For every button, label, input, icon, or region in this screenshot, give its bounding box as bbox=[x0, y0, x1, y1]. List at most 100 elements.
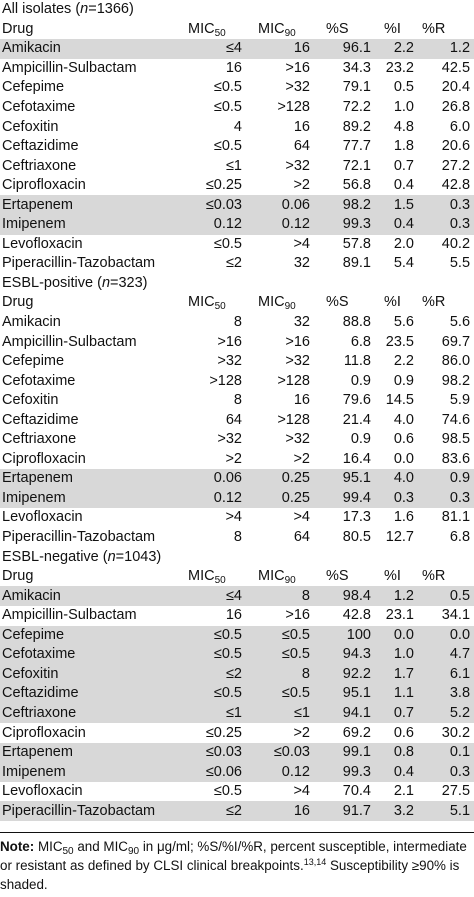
table-row: Ciprofloxacin ≤0.25 >2 56.8 0.4 42.8 bbox=[0, 176, 474, 196]
header-mic90-sub: 90 bbox=[284, 301, 296, 313]
table-row: Ampicillin-Sulbactam 16 >16 34.3 23.2 42.5 bbox=[0, 59, 474, 79]
header-mic50: MIC50 bbox=[186, 20, 250, 40]
table-row: Amikacin 8 32 88.8 5.6 5.6 bbox=[0, 313, 474, 333]
cell-drug: Cefoxitin bbox=[0, 664, 186, 685]
cell-drug: Cefoxitin bbox=[2, 392, 59, 409]
cell-mic90: 64 bbox=[293, 529, 310, 546]
table-row: Cefoxitin 8 16 79.6 14.5 5.9 bbox=[0, 391, 474, 411]
cell-mic50: ≤0.06 bbox=[186, 762, 250, 782]
cell-mic50: 0.06 bbox=[186, 469, 250, 489]
cell-i: 4.8 bbox=[393, 118, 414, 135]
table-row: Ertapenem ≤0.03 ≤0.03 99.1 0.8 0.1 bbox=[0, 742, 474, 763]
cell-mic90: 64 bbox=[293, 138, 310, 155]
cell-s: 16.4 bbox=[342, 450, 371, 467]
footnote-sub90: 90 bbox=[127, 846, 140, 857]
cell-drug: Piperacillin-Tazobactam bbox=[2, 255, 156, 272]
cell-r: 0.0 bbox=[420, 625, 474, 646]
cell-r: 6.1 bbox=[420, 664, 474, 685]
table-row: Ampicillin-Sulbactam >16 >16 6.8 23.5 69.7 bbox=[0, 332, 474, 352]
cell-mic90: >128 bbox=[277, 411, 310, 428]
cell-mic90: 0.25 bbox=[250, 469, 322, 489]
table-row: Ceftazidime 64 >128 21.4 4.0 74.6 bbox=[0, 410, 474, 430]
cell-mic90: 8 bbox=[250, 586, 322, 606]
cell-mic90: >2 bbox=[293, 724, 310, 741]
footnote-text2: Susceptibility ≥90% is shaded. bbox=[0, 858, 460, 892]
cell-drug: Ceftazidime bbox=[2, 411, 79, 428]
cell-drug: Ceftazidime bbox=[0, 684, 186, 704]
table-row: Ceftazidime ≤0.5 64 77.7 1.8 20.6 bbox=[0, 137, 474, 157]
table-row: Cefepime ≤0.5 ≤0.5 100 0.0 0.0 bbox=[0, 625, 474, 646]
cell-mic50: 16 bbox=[225, 59, 242, 76]
cell-i: 23.1 bbox=[385, 607, 414, 624]
table-row: Piperacillin-Tazobactam ≤2 32 89.1 5.4 5.5 bbox=[0, 254, 474, 274]
cell-r: 1.2 bbox=[420, 39, 474, 59]
cell-mic90: >128 bbox=[277, 99, 310, 115]
table-row: Cefepime ≤0.5 >32 79.1 0.5 20.4 bbox=[0, 78, 474, 98]
header-mic90-sub: 90 bbox=[284, 27, 296, 39]
cell-i: 0.3 bbox=[376, 488, 420, 509]
cell-r: 86.0 bbox=[441, 353, 471, 370]
cell-mic90: ≤0.5 bbox=[250, 625, 322, 646]
header-mic50-sub: 50 bbox=[214, 575, 226, 587]
section-title-prefix: All isolates ( bbox=[2, 1, 81, 18]
cell-s: 21.4 bbox=[342, 411, 371, 428]
cell-mic90: 32 bbox=[293, 314, 310, 331]
cell-r: 42.8 bbox=[441, 177, 471, 194]
cell-mic90: 32 bbox=[293, 255, 310, 272]
cell-r: 69.7 bbox=[441, 333, 471, 350]
cell-i: 0.0 bbox=[376, 625, 420, 646]
table-row: Ertapenem ≤0.03 0.06 98.2 1.5 0.3 bbox=[0, 195, 474, 216]
header-drug: Drug bbox=[2, 20, 34, 37]
cell-r: 5.5 bbox=[449, 255, 471, 272]
table-row: Ciprofloxacin >2 >2 16.4 0.0 83.6 bbox=[0, 450, 474, 470]
cell-s: 99.3 bbox=[322, 762, 376, 782]
column-header-row: Drug MIC50 MIC90 %S %I %R bbox=[0, 20, 474, 40]
cell-s: 99.3 bbox=[322, 215, 376, 235]
cell-r: 0.3 bbox=[420, 488, 474, 509]
cell-drug: Ceftriaxone bbox=[2, 157, 77, 174]
cell-mic90: ≤1 bbox=[250, 703, 322, 724]
section-title-row: ESBL-positive (n=323) bbox=[0, 274, 474, 294]
cell-drug: Levofloxacin bbox=[2, 783, 83, 800]
cell-i: 0.8 bbox=[376, 742, 420, 763]
table-row: Imipenem 0.12 0.12 99.3 0.4 0.3 bbox=[0, 215, 474, 235]
cell-s: 17.3 bbox=[342, 509, 371, 526]
cell-mic50: 8 bbox=[233, 392, 242, 409]
column-header-row: Drug MIC50 MIC90 %S %I %R bbox=[0, 567, 474, 587]
cell-s: 72.2 bbox=[342, 99, 371, 115]
cell-i: 0.6 bbox=[393, 431, 414, 448]
cell-r: 6.8 bbox=[449, 529, 471, 546]
cell-mic90: ≤0.5 bbox=[250, 684, 322, 704]
cell-r: 98.5 bbox=[441, 431, 471, 448]
cell-drug: Levofloxacin bbox=[2, 509, 83, 526]
cell-mic90: 16 bbox=[293, 392, 310, 409]
header-mic50: MIC50 bbox=[186, 567, 250, 587]
cell-i: 5.4 bbox=[393, 255, 414, 272]
table-row: Cefepime >32 >32 11.8 2.2 86.0 bbox=[0, 352, 474, 372]
cell-drug: Imipenem bbox=[0, 488, 186, 509]
cell-s: 69.2 bbox=[342, 724, 371, 741]
header-mic50-label: MIC bbox=[188, 568, 215, 585]
cell-drug: Ceftriaxone bbox=[2, 431, 77, 448]
cell-mic90: >16 bbox=[285, 607, 310, 624]
cell-drug: Imipenem bbox=[0, 215, 186, 235]
cell-r: 0.3 bbox=[420, 762, 474, 782]
table-row: Ceftazidime ≤0.5 ≤0.5 95.1 1.1 3.8 bbox=[0, 684, 474, 704]
footnote-and: and bbox=[73, 839, 104, 854]
table-row: Piperacillin-Tazobactam 8 64 80.5 12.7 6.8 bbox=[0, 528, 474, 548]
cell-i: 0.9 bbox=[393, 372, 414, 389]
section-title-n: n bbox=[107, 548, 116, 565]
cell-r: 0.3 bbox=[420, 215, 474, 235]
cell-i: 0.4 bbox=[393, 177, 414, 194]
cell-mic90: >32 bbox=[285, 79, 310, 96]
cell-mic50: ≤1 bbox=[186, 703, 250, 724]
cell-i: 0.4 bbox=[376, 215, 420, 235]
cell-i: 4.0 bbox=[393, 411, 414, 428]
table-row: Cefotaxime ≤0.5 >128 72.2 1.0 26.8 bbox=[0, 98, 474, 118]
cell-s: 100 bbox=[322, 625, 376, 646]
header-mic50-label: MIC bbox=[188, 20, 215, 37]
header-r: %R bbox=[422, 20, 446, 37]
cell-drug: Ertapenem bbox=[0, 469, 186, 489]
cell-i: 0.4 bbox=[376, 762, 420, 782]
cell-mic50: ≤0.5 bbox=[213, 138, 242, 155]
